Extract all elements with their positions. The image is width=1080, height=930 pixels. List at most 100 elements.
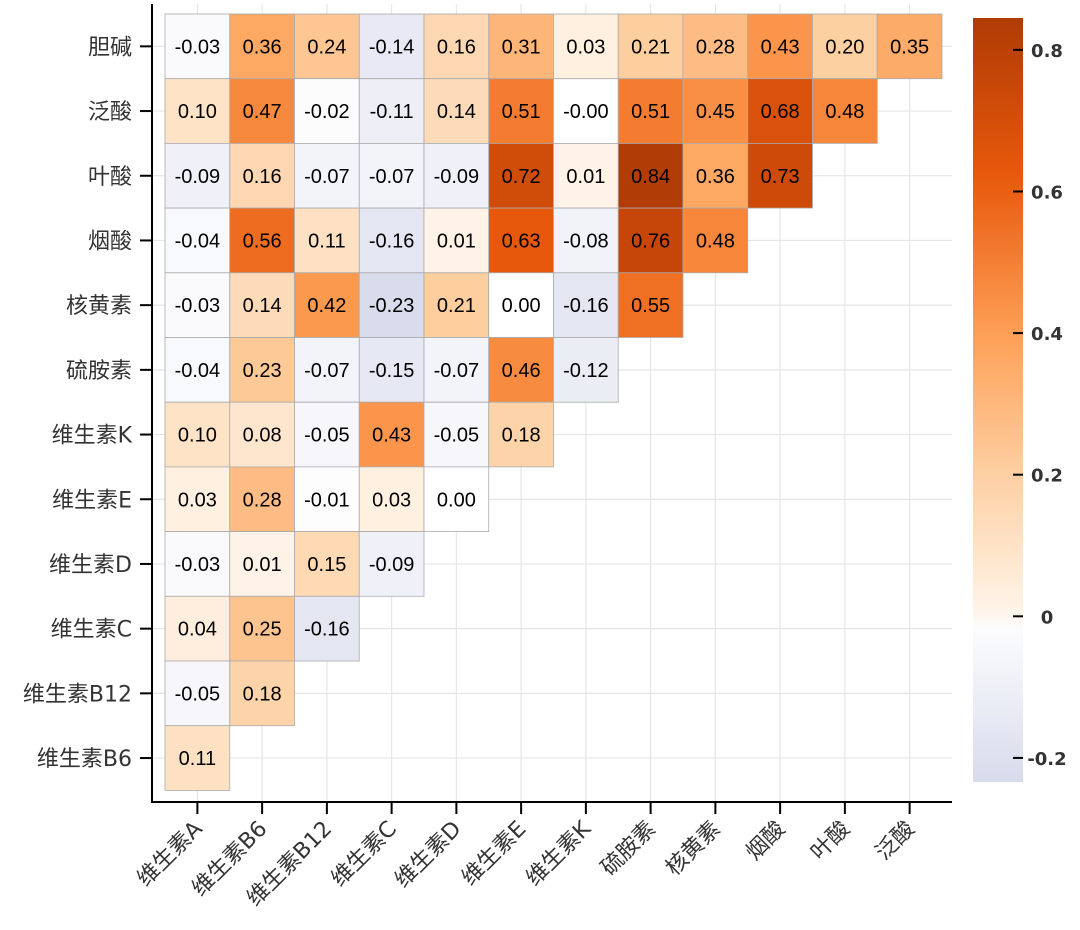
heatmap-cell [488,78,554,144]
cell-value-label: 0.48 [696,230,735,252]
heatmap-cell [229,401,295,468]
heatmap-cell [553,272,619,338]
cell-value-label: 0.21 [631,36,670,58]
x-tick-label: 烟酸 [742,817,791,866]
cell-value-label: 0.84 [631,166,670,188]
cell-value-label: 0.55 [631,295,670,317]
cell-value-label: 0.24 [307,36,346,58]
heatmap-cell [423,337,490,403]
cell-value-label: -0.05 [304,425,350,447]
heatmap-cell [488,13,554,80]
heatmap-cell [553,337,619,403]
cell-value-label: -0.07 [304,360,350,382]
colorbar-tick-label: 0.8 [1031,41,1063,62]
heatmap-cell [229,595,295,662]
cell-value-label: 0.25 [243,619,282,641]
cell-value-label: 0.00 [437,489,476,511]
colorbar-tick-label: -0.2 [1027,749,1066,770]
cell-value-label: -0.16 [369,230,415,252]
colorbar-tick-label: 0 [1041,607,1054,628]
cell-value-label: -0.05 [175,683,221,705]
heatmap-cell [488,401,554,468]
cell-value-label: 0.47 [243,101,282,123]
cell-value-label: 0.36 [696,166,735,188]
heatmap-cell [488,272,554,338]
heatmap-cell [553,207,619,274]
y-tick-label: 维生素C [51,618,132,643]
x-tick-label: 维生素D [390,817,466,893]
cell-value-label: -0.01 [304,489,350,511]
heatmap-cell [294,78,360,144]
cell-value-label: -0.00 [563,101,609,123]
cell-value-label: 0.35 [890,36,929,58]
heatmap-cell [553,78,619,144]
cell-value-label: -0.07 [304,166,350,188]
x-tick-label: 叶酸 [806,817,855,866]
cell-value-label: -0.04 [175,230,221,252]
y-tick-label: 叶酸 [88,165,132,190]
cell-value-label: 0.18 [243,683,282,705]
cell-value-label: -0.04 [175,360,221,382]
heatmap-cell [358,78,425,144]
cell-value-label: 0.03 [178,489,217,511]
cell-value-label: 0.48 [825,101,864,123]
heatmap-cell [747,142,813,209]
cell-value-label: -0.11 [370,101,414,123]
cell-value-label: -0.14 [369,36,415,58]
cell-value-label: 0.63 [502,230,541,252]
heatmap-cell [423,401,490,468]
cell-value-label: 0.14 [243,295,282,317]
heatmap-cell [358,13,425,80]
cell-value-label: 0.43 [372,425,411,447]
cell-value-label: 0.31 [502,36,541,58]
heatmap-cell [358,466,425,532]
heatmap-cell [876,13,943,80]
cell-value-label: 0.43 [761,36,800,58]
cell-value-label: 0.76 [631,230,670,252]
cell-value-label: 0.03 [372,489,411,511]
cell-value-label: 0.14 [437,101,476,123]
y-tick-label: 维生素B6 [37,747,132,772]
cell-value-label: 0.68 [761,101,800,123]
heatmap-cell [229,272,295,338]
heatmap-cell [553,13,619,80]
x-tick-label: 维生素E [457,817,531,891]
cell-value-label: 0.10 [178,101,217,123]
x-tick-label: 维生素C [327,817,402,892]
heatmap-cell [423,272,490,338]
heatmap-cell [358,207,425,274]
cell-value-label: 0.21 [437,295,476,317]
y-tick-label: 烟酸 [88,229,132,254]
cell-value-label: -0.16 [304,619,350,641]
heatmap-cell [294,207,360,274]
cell-value-label: 0.51 [502,101,541,123]
cell-value-label: 0.08 [243,425,282,447]
cell-value-label: 0.28 [243,489,282,511]
cell-value-label: 0.45 [696,101,735,123]
heatmap-cell [164,207,231,274]
cell-value-label: -0.15 [369,360,415,382]
y-tick-label: 核黄素 [66,294,132,319]
heatmap-cell [294,13,360,80]
y-tick-label: 胆碱 [88,35,132,60]
cell-value-label: 0.11 [308,230,345,252]
heatmap-cell [294,142,360,209]
cell-value-label: -0.23 [369,295,415,317]
cell-value-label: -0.09 [434,166,480,188]
cell-value-label: -0.09 [175,166,221,188]
cell-value-label: 0.51 [631,101,670,123]
cell-value-label: 0.23 [243,360,282,382]
heatmap-cell [294,595,360,662]
heatmap-cell [423,142,490,209]
cell-value-label: 0.15 [307,554,346,576]
heatmap-cell [164,13,231,80]
heatmap-cell [164,725,231,791]
heatmap-cell [164,337,231,403]
y-tick-label: 泛酸 [88,100,132,125]
heatmap-cell [488,337,554,403]
cell-value-label: 0.36 [243,36,282,58]
heatmap-cell [812,13,878,80]
heatmap-cell [229,78,295,144]
heatmap-cell [682,78,749,144]
heatmap-cell [682,13,749,80]
